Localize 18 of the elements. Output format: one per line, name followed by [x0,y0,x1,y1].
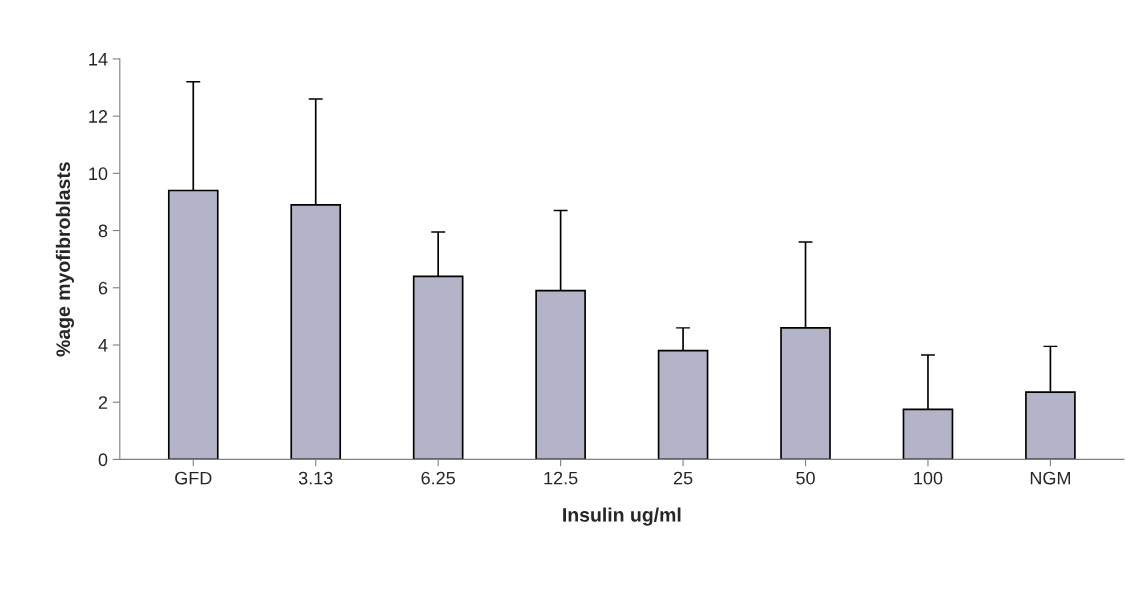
y-tick-label: 10 [89,167,108,181]
y-tick-label: 2 [98,396,108,409]
y-tick-label: 8 [98,224,108,238]
x-tick-label: 6.25 [421,471,455,485]
x-tick-label: 12.5 [544,471,578,485]
x-tick-label: 50 [796,471,815,485]
y-tick-label: 4 [98,339,108,352]
y-tick-label: 14 [89,53,108,66]
y-tick-label: 12 [89,110,108,123]
x-axis-title: Insulin ug/ml [563,507,681,526]
y-tick-label: 6 [98,281,108,295]
x-tick-label: NGM [1030,471,1070,485]
y-tick-label: 0 [98,453,108,467]
x-tick-label: 100 [914,471,943,485]
x-tick-label: 3.13 [298,471,333,485]
y-axis-title: %age myofibroblasts [55,162,75,357]
x-tick-label: 25 [673,471,693,485]
x-tick-label: GFD [175,471,212,485]
